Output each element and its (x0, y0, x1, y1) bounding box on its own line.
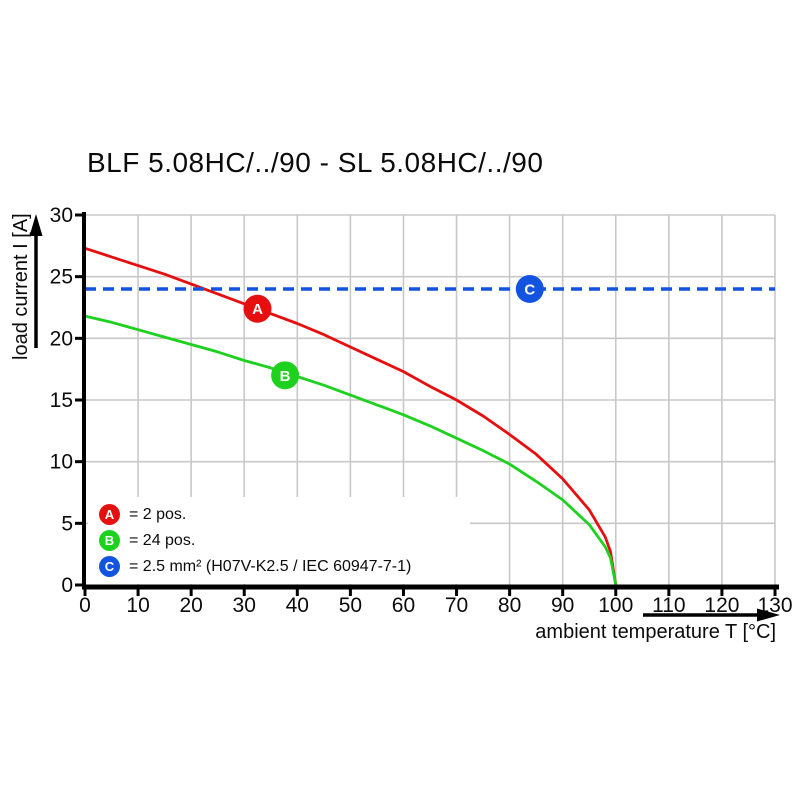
curve-a (84, 246, 618, 586)
legend-marker-c-icon: C (99, 556, 120, 577)
x-tick-label-0: 0 (79, 594, 91, 617)
curve-b (84, 314, 618, 586)
marker-c: C (515, 275, 544, 303)
legend-marker-a-icon: A (99, 504, 120, 525)
marker-b-letter: B (280, 368, 291, 385)
legend-item-b: B = 24 pos. (99, 530, 470, 551)
y-axis-arrow-icon (29, 214, 43, 348)
marker-a: A (243, 294, 272, 323)
marker-b: B (271, 361, 300, 390)
marker-a-letter: A (252, 301, 263, 318)
y-tick-label-10: 10 (50, 451, 73, 474)
x-axis-title: ambient temperature T [°C] (535, 621, 776, 643)
x-tick-label-110: 110 (652, 594, 685, 617)
legend-item-a: A = 2 pos. (99, 504, 470, 525)
x-tick-label-10: 10 (126, 594, 149, 617)
y-tick-label-0: 0 (61, 574, 73, 597)
axes (75, 212, 779, 596)
marker-a-circle (243, 294, 272, 323)
x-tick-label-20: 20 (179, 594, 202, 617)
tick-labels: 0 10 20 30 40 50 60 70 80 90 100 110 120 130051015202… (50, 204, 793, 617)
marker-c-letter: C (524, 282, 535, 299)
x-tick-label-100: 100 (598, 594, 633, 617)
legend: A = 2 pos. B = 24 pos. C = 2.5 mm² (H07V… (88, 497, 470, 584)
legend-marker-b-icon: B (99, 530, 120, 551)
x-tick-label-90: 90 (551, 594, 574, 617)
legend-label-b: = 24 pos. (129, 531, 196, 549)
x-tick-label-60: 60 (392, 594, 415, 617)
legend-label-c: = 2.5 mm² (H07V-K2.5 / IEC 60947-7-1) (129, 557, 412, 575)
curves (84, 246, 775, 586)
y-tick-label-30: 30 (50, 204, 73, 227)
x-tick-label-50: 50 (339, 594, 362, 617)
x-tick-label-40: 40 (286, 594, 309, 617)
x-tick-label-30: 30 (233, 594, 256, 617)
y-tick-label-15: 15 (50, 389, 73, 412)
y-tick-label-25: 25 (50, 266, 73, 289)
y-tick-label-5: 5 (61, 512, 73, 535)
y-tick-label-20: 20 (50, 327, 73, 350)
marker-c-circle (515, 275, 544, 303)
legend-label-a: = 2 pos. (129, 505, 187, 523)
curve-markers: A B C (243, 275, 544, 390)
x-tick-label-70: 70 (445, 594, 468, 617)
y-axis-title: load current I [A] (10, 213, 32, 360)
x-axis-arrow-icon (643, 608, 780, 622)
x-tick-label-80: 80 (498, 594, 521, 617)
legend-item-c: C = 2.5 mm² (H07V-K2.5 / IEC 60947-7-1) (99, 556, 470, 577)
x-tick-label-120: 120 (704, 594, 739, 617)
chart-title: BLF 5.08HC/../90 - SL 5.08HC/../90 (87, 147, 544, 178)
marker-b-circle (271, 361, 300, 390)
